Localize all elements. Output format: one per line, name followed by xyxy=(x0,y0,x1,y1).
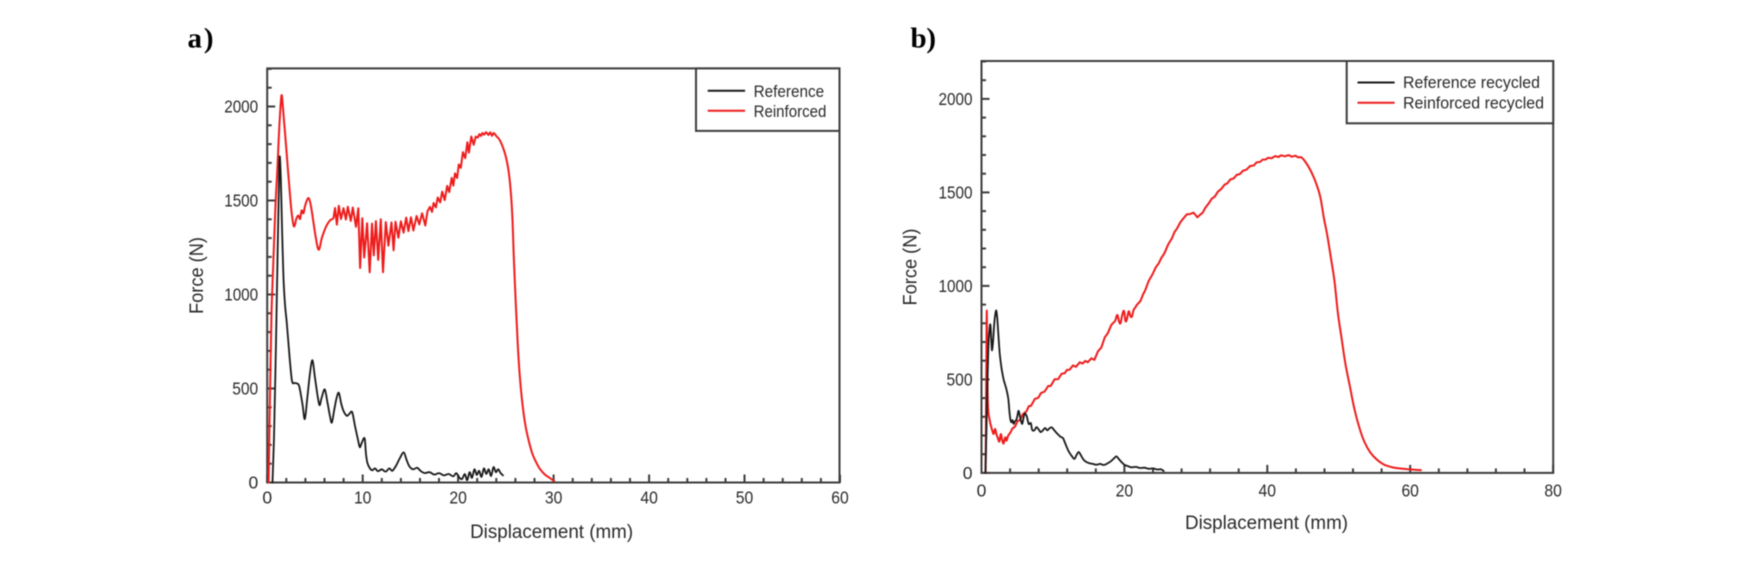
svg-text:80: 80 xyxy=(1544,480,1562,500)
svg-text:10: 10 xyxy=(354,487,372,507)
svg-text:1500: 1500 xyxy=(939,183,973,203)
svg-text:Reference recycled: Reference recycled xyxy=(1403,74,1540,92)
svg-text:0: 0 xyxy=(977,480,987,500)
svg-text:1000: 1000 xyxy=(939,276,973,296)
svg-text:20: 20 xyxy=(1116,480,1134,500)
svg-text:30: 30 xyxy=(545,487,563,507)
svg-text:Reinforced: Reinforced xyxy=(754,103,827,121)
svg-text:2000: 2000 xyxy=(939,89,973,109)
svg-text:1500: 1500 xyxy=(224,191,258,211)
svg-text:Displacement (mm): Displacement (mm) xyxy=(470,522,633,543)
svg-text:2000: 2000 xyxy=(224,97,258,117)
svg-text:0: 0 xyxy=(248,473,258,493)
svg-text:500: 500 xyxy=(232,379,258,399)
svg-text:0: 0 xyxy=(262,487,272,507)
svg-text:Force (N): Force (N) xyxy=(901,229,922,306)
svg-text:a): a) xyxy=(188,23,214,55)
svg-text:60: 60 xyxy=(1401,480,1419,500)
svg-text:Force (N): Force (N) xyxy=(187,237,208,314)
svg-text:Reference: Reference xyxy=(754,83,825,101)
svg-text:1000: 1000 xyxy=(224,285,258,305)
svg-text:50: 50 xyxy=(736,487,754,507)
svg-text:Reinforced recycled: Reinforced recycled xyxy=(1403,94,1544,112)
svg-text:Displacement (mm): Displacement (mm) xyxy=(1185,513,1348,534)
svg-text:40: 40 xyxy=(1259,480,1277,500)
svg-text:60: 60 xyxy=(831,487,849,507)
svg-text:500: 500 xyxy=(947,370,973,390)
svg-text:40: 40 xyxy=(640,487,658,507)
svg-text:b): b) xyxy=(911,23,937,55)
svg-text:0: 0 xyxy=(963,463,973,483)
svg-text:20: 20 xyxy=(449,487,467,507)
